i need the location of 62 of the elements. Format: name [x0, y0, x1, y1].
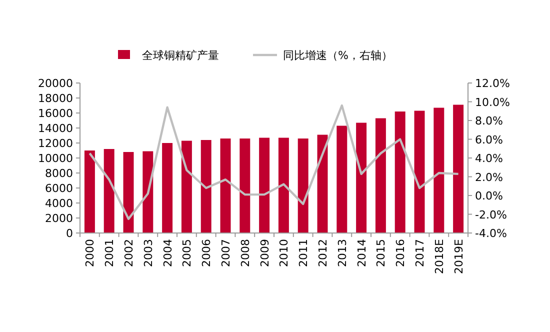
y2-tick-label: 8.0%	[475, 114, 503, 128]
y-tick-label: 10000	[38, 152, 73, 165]
legend-label: 全球铜精矿产量	[142, 49, 219, 62]
y-tick-label: 18000	[38, 92, 73, 105]
x-tick-label: 2000	[84, 239, 97, 267]
bar	[453, 104, 464, 233]
bar	[394, 112, 406, 233]
bar	[278, 138, 289, 233]
x-tick-label: 2003	[142, 239, 155, 267]
bar	[142, 151, 154, 233]
x-tick-label: 2015	[374, 239, 388, 267]
y-tick-label: 12000	[38, 137, 73, 150]
x-tick-label: 2013	[336, 239, 349, 267]
x-tick-label: 2004	[161, 239, 174, 267]
y2-tick-label: 6.0%	[475, 133, 503, 146]
bar	[104, 149, 114, 233]
bar	[434, 108, 444, 233]
x-tick-label: 2002	[122, 239, 136, 267]
bar	[84, 150, 95, 233]
x-tick-label: 2019E	[452, 238, 466, 274]
y2-tick-label: -2.0%	[475, 208, 507, 222]
bar	[414, 110, 425, 233]
y2-tick-label: 2.0%	[475, 170, 503, 184]
x-tick-label: 2008	[238, 239, 252, 267]
x-tick-label: 2011	[297, 239, 310, 267]
y-tick-label: 16000	[38, 107, 73, 120]
x-tick-label: 2016	[394, 239, 408, 267]
y-tick-label: 14000	[38, 122, 73, 135]
y-tick-label: 4000	[45, 197, 73, 210]
y-tick-label: 2000	[45, 212, 73, 225]
line-series	[88, 104, 460, 220]
x-tick-label: 2017	[414, 239, 426, 267]
y-tick-label: 6000	[45, 182, 73, 195]
x-tick-label: 2006	[200, 239, 214, 267]
bar	[259, 138, 270, 233]
y-tick-label: 8000	[45, 167, 73, 180]
x-tick-label: 2001	[103, 239, 116, 267]
bar	[220, 138, 231, 233]
y-tick-label: 0	[66, 227, 73, 240]
bar	[181, 140, 192, 233]
x-tick-label: 2005	[180, 239, 194, 267]
x-tick-label: 2012	[316, 239, 330, 267]
bar	[298, 138, 308, 233]
y2-tick-label: 4.0%	[475, 152, 503, 165]
bar	[336, 126, 348, 233]
x-tick-label: 2009	[258, 239, 272, 267]
y2-tick-label: 0.0%	[475, 190, 503, 202]
y2-tick-label: 12.0%	[475, 77, 510, 90]
bar	[162, 143, 173, 233]
bar	[200, 140, 212, 233]
bar	[123, 152, 134, 233]
bar	[375, 118, 386, 233]
bar	[356, 122, 367, 233]
y-tick-label: 20000	[38, 77, 73, 90]
x-tick-label: 2007	[220, 239, 232, 267]
y2-tick-label: 10.0%	[475, 96, 510, 109]
x-tick-label: 2014	[355, 239, 368, 267]
bar	[240, 138, 250, 233]
x-tick-label: 2018E	[432, 238, 446, 274]
x-tick-label: 2010	[278, 239, 291, 267]
y2-tick-label: -4.0%	[475, 227, 507, 240]
legend-label: 同比增速（%，右轴）	[283, 49, 392, 62]
